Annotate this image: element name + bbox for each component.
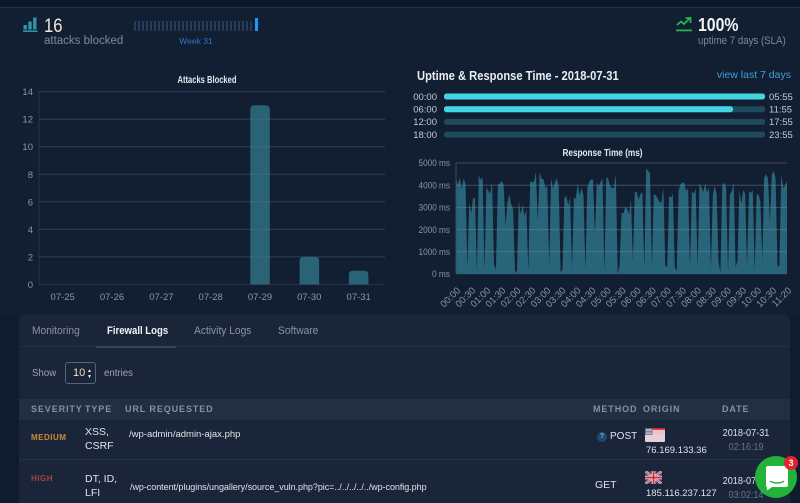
svg-text:8: 8 xyxy=(28,170,33,181)
svg-text:18:00: 18:00 xyxy=(413,130,437,141)
svg-text:Attacks Blocked: Attacks Blocked xyxy=(178,75,237,86)
svg-text:5000 ms: 5000 ms xyxy=(419,158,451,169)
svg-text:17:55: 17:55 xyxy=(769,117,793,128)
svg-text:12:00: 12:00 xyxy=(413,117,437,128)
svg-text:14: 14 xyxy=(22,87,33,98)
svg-text:12: 12 xyxy=(22,115,33,126)
svg-text:07-29: 07-29 xyxy=(248,292,272,303)
svg-text:4: 4 xyxy=(28,225,33,236)
svg-text:0 ms: 0 ms xyxy=(432,269,450,280)
svg-text:3000 ms: 3000 ms xyxy=(419,203,451,214)
svg-text:07-25: 07-25 xyxy=(51,292,75,303)
svg-text:05:55: 05:55 xyxy=(769,92,793,103)
svg-text:06:00: 06:00 xyxy=(413,105,437,116)
svg-text:07-30: 07-30 xyxy=(297,292,321,303)
svg-text:07-27: 07-27 xyxy=(149,292,173,303)
svg-text:Response Time (ms): Response Time (ms) xyxy=(563,148,643,159)
svg-text:2: 2 xyxy=(28,252,33,263)
svg-text:11:55: 11:55 xyxy=(769,105,792,116)
svg-text:23:55: 23:55 xyxy=(769,130,793,141)
svg-text:0: 0 xyxy=(28,280,33,291)
svg-text:1000 ms: 1000 ms xyxy=(419,247,451,258)
svg-text:07-31: 07-31 xyxy=(347,292,371,303)
svg-text:00:00: 00:00 xyxy=(413,92,437,103)
svg-text:07-26: 07-26 xyxy=(100,292,124,303)
svg-text:6: 6 xyxy=(28,197,33,208)
svg-text:4000 ms: 4000 ms xyxy=(419,180,451,191)
svg-text:2000 ms: 2000 ms xyxy=(419,225,451,236)
svg-text:07-28: 07-28 xyxy=(199,292,223,303)
svg-text:10: 10 xyxy=(22,142,33,153)
